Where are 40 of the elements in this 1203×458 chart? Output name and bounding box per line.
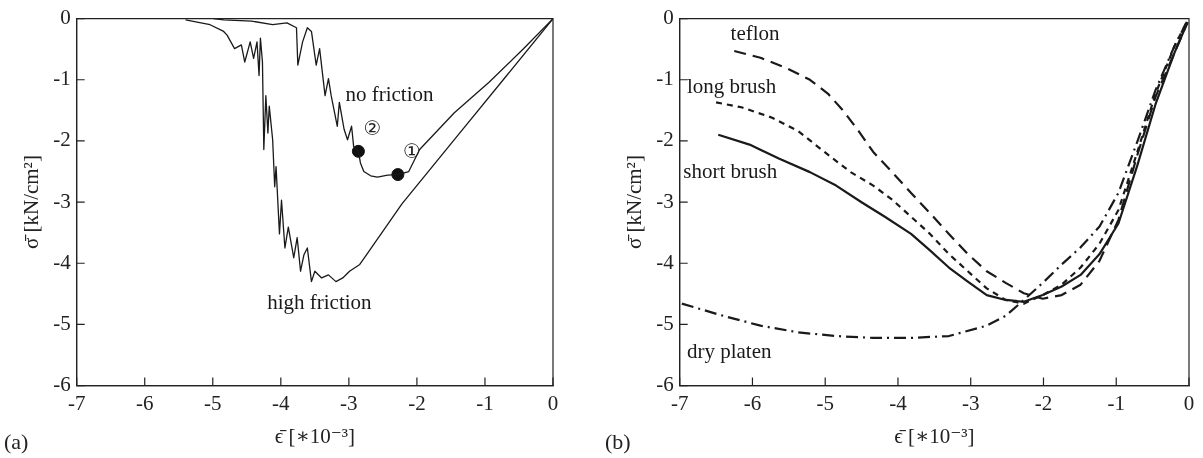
- x-tick-label: -5: [204, 390, 222, 415]
- y-tick-label: -1: [656, 66, 674, 91]
- x-tick-label: -4: [272, 390, 291, 415]
- annotation: ①: [402, 138, 421, 163]
- series-label: dry platen: [686, 339, 773, 364]
- y-tick-label: -4: [656, 249, 675, 274]
- x-tick-label: 0: [1183, 390, 1195, 415]
- series-label: high friction: [267, 290, 373, 315]
- x-tick-label: 0: [547, 390, 559, 415]
- x-tick-label: -1: [476, 390, 494, 415]
- y-tick-label: -2: [656, 127, 674, 152]
- y-tick-label: -5: [656, 310, 674, 335]
- text: (b): [605, 428, 631, 454]
- y-tick-label: 0: [663, 5, 674, 30]
- y-tick-label: -2: [53, 127, 71, 152]
- series-label: long brush: [686, 74, 777, 99]
- x-tick-label: -2: [1034, 390, 1053, 415]
- text: (a): [4, 428, 29, 454]
- x-tick-label: -3: [961, 390, 980, 415]
- x-tick-label: -6: [135, 390, 154, 415]
- x-tick-label: -4: [889, 390, 908, 415]
- x-tick-label: -1: [1107, 390, 1125, 415]
- y-axis-title: σ̄ [kN/cm²]: [19, 155, 44, 250]
- y-tick-label: -3: [656, 188, 674, 213]
- x-tick-label: -3: [340, 390, 358, 415]
- x-tick-label: -5: [816, 390, 834, 415]
- y-axis-title: σ̄ [kN/cm²]: [622, 155, 647, 250]
- x-tick-label: -6: [743, 390, 762, 415]
- series-label: no friction: [345, 82, 435, 107]
- annotation: ②: [363, 115, 382, 140]
- y-tick-label: -4: [53, 249, 72, 274]
- series-label: teflon: [730, 21, 781, 46]
- x-tick-label: -2: [408, 390, 426, 415]
- series-label: short brush: [683, 158, 778, 183]
- y-tick-label: -3: [53, 188, 71, 213]
- y-tick-label: 0: [60, 5, 71, 30]
- y-tick-label: -5: [53, 310, 71, 335]
- x-axis-title: ϵ̄ [∗10⁻³]: [894, 423, 975, 448]
- y-tick-label: -1: [53, 66, 71, 91]
- x-axis-title: ϵ̄ [∗10⁻³]: [274, 423, 356, 448]
